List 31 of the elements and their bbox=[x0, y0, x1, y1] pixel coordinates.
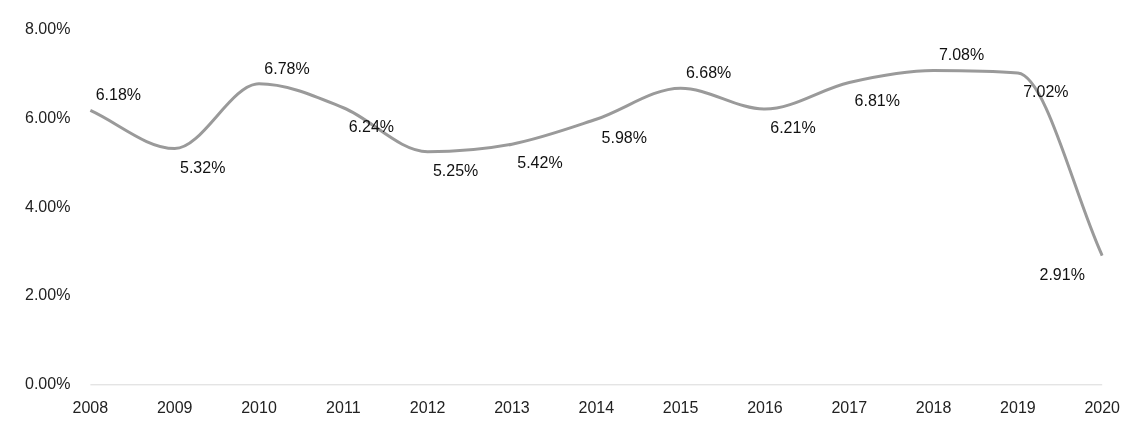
data-label: 5.32% bbox=[180, 158, 226, 176]
data-label: 6.78% bbox=[264, 59, 310, 77]
data-label: 2.91% bbox=[1039, 265, 1085, 283]
data-label: 5.25% bbox=[432, 161, 479, 179]
x-tick-label: 2015 bbox=[662, 398, 699, 416]
y-tick-label: 4.00% bbox=[24, 197, 71, 215]
x-tick-label: 2014 bbox=[578, 398, 615, 416]
y-tick-label: 2.00% bbox=[24, 286, 71, 304]
data-label: 7.02% bbox=[1023, 83, 1069, 101]
x-tick-label: 2017 bbox=[831, 398, 868, 416]
x-tick-label: 2010 bbox=[241, 398, 277, 416]
data-label: 5.42% bbox=[517, 154, 563, 172]
x-tick-label: 2020 bbox=[1084, 398, 1121, 416]
x-tick-label: 2008 bbox=[72, 398, 109, 416]
data-label: 6.24% bbox=[348, 117, 395, 135]
x-tick-label: 2013 bbox=[494, 398, 530, 416]
x-tick-label: 2018 bbox=[915, 398, 952, 416]
y-tick-label: 8.00% bbox=[24, 20, 71, 38]
data-label: 6.21% bbox=[770, 119, 816, 137]
data-label: 6.68% bbox=[685, 64, 732, 82]
x-tick-label: 2012 bbox=[409, 398, 446, 416]
data-label: 7.08% bbox=[938, 46, 985, 64]
x-tick-label: 2011 bbox=[326, 398, 361, 416]
y-tick-label: 0.00% bbox=[24, 375, 71, 393]
x-tick-label: 2019 bbox=[1000, 398, 1036, 416]
data-label: 6.18% bbox=[95, 86, 142, 104]
y-tick-label: 6.00% bbox=[24, 108, 71, 126]
x-tick-label: 2016 bbox=[747, 398, 783, 416]
data-label: 6.81% bbox=[854, 92, 900, 110]
x-tick-label: 2009 bbox=[156, 398, 193, 416]
data-label: 5.98% bbox=[601, 129, 647, 147]
